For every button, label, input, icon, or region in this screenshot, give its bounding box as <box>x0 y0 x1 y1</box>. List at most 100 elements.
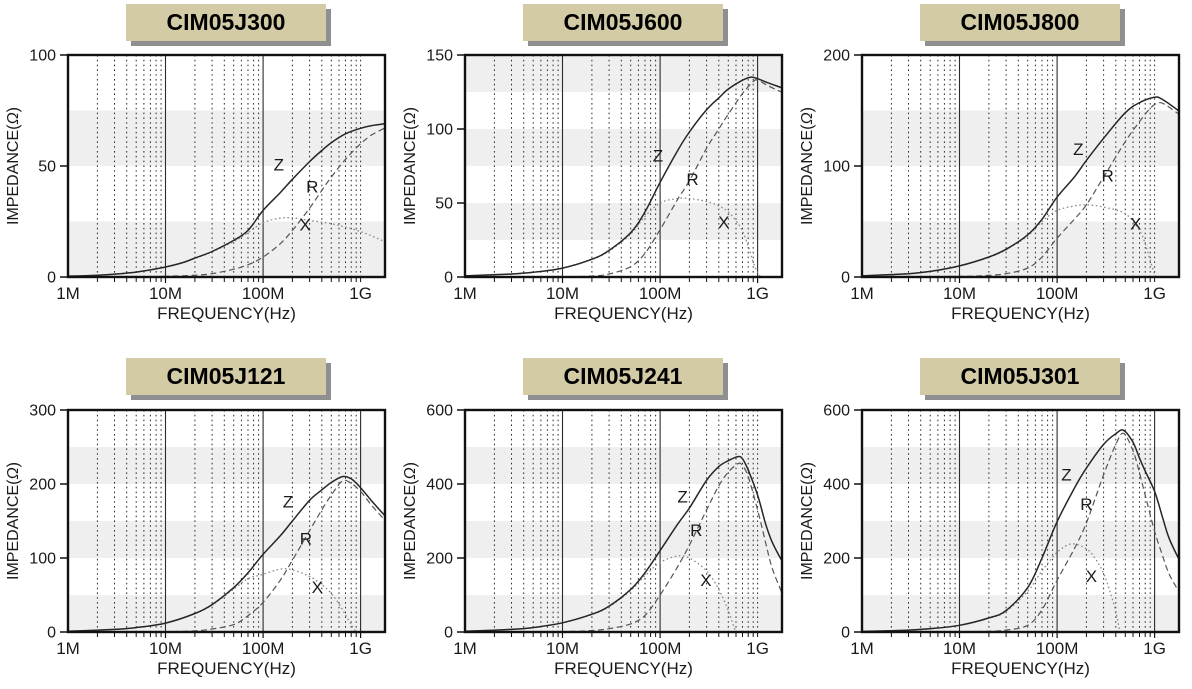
r-curve-label: R <box>690 521 702 540</box>
x-tick-label: 100M <box>1036 639 1079 658</box>
impedance-plot: 0 50 100 150 1M 10M 100M 1G FREQUENCY(Hz) IMPEDAN… <box>402 48 784 323</box>
x-tick-label: 100M <box>1036 284 1079 303</box>
band <box>68 447 385 484</box>
band <box>465 447 782 484</box>
y-tick-label: 200 <box>823 551 850 568</box>
r-curve-label: R <box>1080 495 1092 514</box>
band <box>862 447 1179 484</box>
r-curve-label: R <box>1102 167 1114 186</box>
impedance-plot: 0 200 400 600 1M 10M 100M 1G FREQUENCY(Hz) IMPEDA… <box>799 403 1181 678</box>
chart-title: CIM05J800 <box>920 4 1120 41</box>
y-tick-label: 200 <box>29 477 56 494</box>
z-curve <box>465 76 782 277</box>
x-tick-label: 1M <box>453 284 477 303</box>
x-tick-label: 100M <box>242 284 285 303</box>
band <box>465 55 782 92</box>
x-tick-label: 100M <box>639 639 682 658</box>
plot-border <box>860 408 1181 634</box>
plot-border <box>860 53 1181 279</box>
y-tick-label: 0 <box>444 625 453 642</box>
r-curve <box>862 101 1179 277</box>
x-curve-label: X <box>1086 567 1097 586</box>
y-axis-label: IMPEDANCE(Ω) <box>799 462 816 580</box>
y-tick-label: 400 <box>426 477 453 494</box>
x-tick-label: 10M <box>149 639 182 658</box>
x-tick-label: 1G <box>349 284 372 303</box>
chart-panel-cim05j800: CIM05J800 0 100 200 1M 10M 100M 1G FREQUENCY(Hz… <box>794 0 1192 345</box>
band <box>465 203 782 240</box>
band <box>68 110 385 166</box>
x-tick-label: 1G <box>349 639 372 658</box>
band <box>465 595 782 632</box>
r-curve <box>465 462 782 632</box>
chart-title: CIM05J241 <box>523 358 723 395</box>
chart-title: CIM05J121 <box>126 358 326 395</box>
y-axis-label: IMPEDANCE(Ω) <box>5 107 22 225</box>
x-tick-label: 1G <box>746 284 769 303</box>
r-curve <box>465 79 782 277</box>
band <box>862 110 1179 166</box>
band <box>862 221 1179 277</box>
plot-border <box>66 53 387 279</box>
x-tick-label: 10M <box>943 639 976 658</box>
y-tick-label: 200 <box>426 551 453 568</box>
x-axis-label: FREQUENCY(Hz) <box>554 659 693 678</box>
x-tick-label: 1M <box>850 639 874 658</box>
z-curve <box>862 96 1179 277</box>
z-curve-label: Z <box>274 155 284 174</box>
x-curve-label: X <box>1130 214 1141 233</box>
plot-border <box>66 408 387 634</box>
z-curve-label: Z <box>283 493 293 512</box>
x-curve-label: X <box>718 213 729 232</box>
y-tick-label: 0 <box>47 270 56 287</box>
y-axis-label: IMPEDANCE(Ω) <box>5 462 22 580</box>
x-tick-label: 100M <box>639 284 682 303</box>
y-tick-label: 0 <box>841 625 850 642</box>
x-axis-label: FREQUENCY(Hz) <box>554 304 693 323</box>
r-curve-label: R <box>306 178 318 197</box>
z-curve-label: Z <box>653 147 663 166</box>
x-curve-label: X <box>312 578 323 597</box>
r-curve-label: R <box>686 170 698 189</box>
z-curve-label: Z <box>677 488 687 507</box>
x-axis-label: FREQUENCY(Hz) <box>951 304 1090 323</box>
chart-panel-cim05j600: CIM05J600 0 50 100 150 1M 10M 100M 1G FREQUENCY(… <box>397 0 794 345</box>
y-tick-label: 100 <box>29 48 56 65</box>
y-tick-label: 50 <box>38 159 56 176</box>
y-tick-label: 600 <box>426 403 453 420</box>
impedance-plot: 0 200 400 600 1M 10M 100M 1G FREQUENCY(Hz) IMPEDA… <box>402 403 784 678</box>
x-tick-label: 10M <box>149 284 182 303</box>
x-axis-label: FREQUENCY(Hz) <box>157 659 296 678</box>
z-curve-label: Z <box>1061 465 1071 484</box>
y-axis-label: IMPEDANCE(Ω) <box>402 107 419 225</box>
band <box>68 595 385 632</box>
y-tick-label: 400 <box>823 477 850 494</box>
x-curve <box>68 568 357 632</box>
x-tick-label: 10M <box>546 639 579 658</box>
x-tick-label: 1M <box>56 639 80 658</box>
band <box>862 521 1179 558</box>
chart-title: CIM05J301 <box>920 358 1120 395</box>
chart-title: CIM05J300 <box>126 4 326 41</box>
impedance-plot: 0 100 200 1M 10M 100M 1G FREQUENCY(Hz) IMPEDANCE… <box>799 48 1181 323</box>
band <box>465 129 782 166</box>
z-curve <box>465 455 782 632</box>
x-tick-label: 1M <box>453 639 477 658</box>
z-curve <box>68 475 385 632</box>
x-curve <box>465 197 762 277</box>
chart-panel-cim05j241: CIM05J241 0 200 400 600 1M 10M 100M 1G FREQUENCY… <box>397 345 794 689</box>
plot-border <box>463 53 784 279</box>
impedance-plot: 0 100 200 300 1M 10M 100M 1G FREQUENCY(Hz) IMPEDA… <box>5 403 387 678</box>
plot-border <box>463 408 784 634</box>
band <box>465 521 782 558</box>
band <box>68 521 385 558</box>
z-curve-label: Z <box>1073 140 1083 159</box>
z-curve <box>68 123 385 277</box>
y-tick-label: 600 <box>823 403 850 420</box>
r-curve <box>862 432 1179 632</box>
x-tick-label: 1G <box>1143 639 1166 658</box>
y-tick-label: 100 <box>426 122 453 139</box>
r-curve <box>68 479 385 632</box>
